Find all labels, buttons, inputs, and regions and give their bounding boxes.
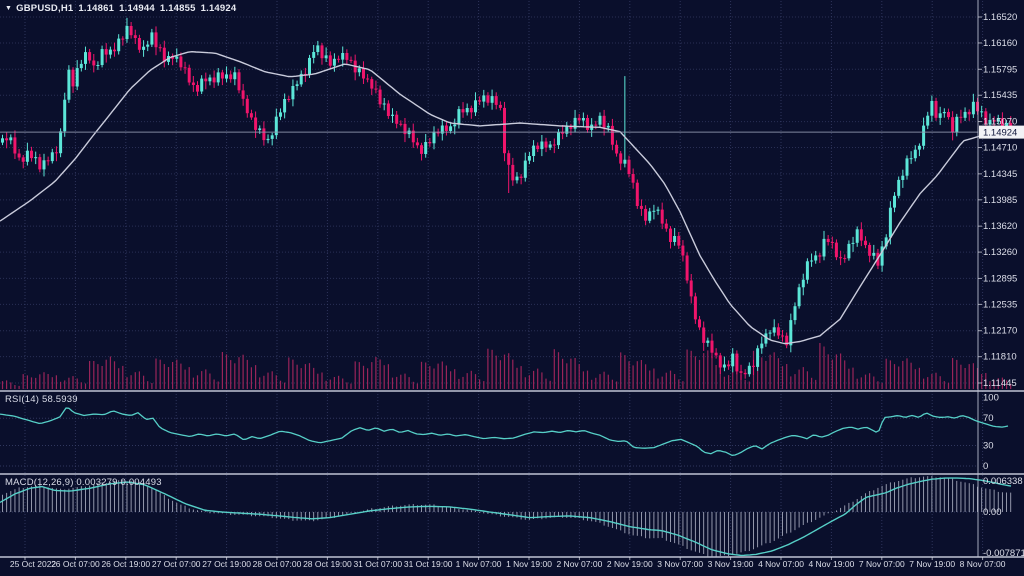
svg-text:4 Nov 07:00: 4 Nov 07:00 [758, 559, 804, 569]
current-price-label: 1.14924 [979, 125, 1024, 139]
symbol-timeframe: GBPUSD,H1 [16, 3, 74, 14]
svg-text:3 Nov 07:00: 3 Nov 07:00 [657, 559, 703, 569]
svg-text:28 Oct 19:00: 28 Oct 19:00 [303, 559, 352, 569]
volume-bars [1, 343, 1012, 390]
svg-text:7 Nov 19:00: 7 Nov 19:00 [909, 559, 955, 569]
svg-text:25 Oct 2022: 25 Oct 2022 [10, 559, 57, 569]
macd-signal-line [0, 477, 1012, 557]
svg-text:1.14924: 1.14924 [983, 128, 1017, 139]
svg-text:2 Nov 07:00: 2 Nov 07:00 [556, 559, 602, 569]
svg-text:1.13260: 1.13260 [983, 247, 1017, 258]
quote-open: 1.14861 [78, 3, 115, 14]
svg-text:8 Nov 07:00: 8 Nov 07:00 [960, 559, 1006, 569]
svg-text:0: 0 [983, 461, 988, 472]
svg-text:100: 100 [983, 393, 999, 404]
quote-close: 1.14924 [200, 3, 237, 14]
price-axis-labels: 1.16520 1.16160 1.15795 1.15435 1.15070 1.147… [978, 12, 1017, 389]
symbol-info: ▼ GBPUSD,H1 1.14861 1.14944 1.14855 1.14924 [5, 3, 241, 14]
svg-text:0.00: 0.00 [983, 507, 1002, 518]
svg-text:4 Nov 19:00: 4 Nov 19:00 [808, 559, 854, 569]
svg-text:27 Oct 07:00: 27 Oct 07:00 [152, 559, 201, 569]
quote-low: 1.14855 [159, 3, 196, 14]
svg-text:26 Oct 07:00: 26 Oct 07:00 [51, 559, 100, 569]
macd-indicator-label: MACD(12,26,9) 0.003279 0.004493 [5, 477, 162, 488]
svg-text:1.16160: 1.16160 [983, 38, 1017, 49]
svg-text:1.16520: 1.16520 [983, 12, 1017, 23]
svg-text:30: 30 [983, 441, 994, 452]
rsi-line [0, 407, 1009, 456]
svg-text:1.11810: 1.11810 [983, 352, 1017, 363]
symbol-dropdown-icon[interactable]: ▼ [5, 5, 13, 12]
svg-text:0.006338: 0.006338 [983, 476, 1023, 487]
svg-text:1.12895: 1.12895 [983, 273, 1017, 284]
svg-text:28 Oct 07:00: 28 Oct 07:00 [253, 559, 302, 569]
svg-text:1.13620: 1.13620 [983, 221, 1017, 232]
svg-text:31 Oct 19:00: 31 Oct 19:00 [404, 559, 453, 569]
moving-average-line [0, 51, 1013, 345]
svg-text:70: 70 [983, 413, 994, 424]
macd-histogram [2, 476, 1012, 557]
candles-layer [1, 17, 1013, 380]
svg-text:1.14710: 1.14710 [983, 143, 1017, 154]
svg-text:1.11445: 1.11445 [983, 378, 1017, 389]
svg-text:1 Nov 07:00: 1 Nov 07:00 [456, 559, 502, 569]
macd-axis-labels: 0.006338 0.00 -0.007871 [983, 476, 1024, 559]
quote-high: 1.14944 [119, 3, 155, 14]
svg-text:1.12170: 1.12170 [983, 326, 1017, 337]
svg-text:1.15070: 1.15070 [983, 117, 1017, 128]
svg-text:1 Nov 19:00: 1 Nov 19:00 [506, 559, 552, 569]
svg-text:26 Oct 19:00: 26 Oct 19:00 [101, 559, 150, 569]
rsi-indicator-label: RSI(14) 58.5939 [5, 394, 78, 405]
panel-separators [0, 0, 1024, 558]
rsi-axis-labels: 100 70 30 0 [983, 393, 999, 472]
grid-layer [0, 1, 984, 556]
svg-text:31 Oct 07:00: 31 Oct 07:00 [353, 559, 402, 569]
svg-text:2 Nov 19:00: 2 Nov 19:00 [607, 559, 653, 569]
svg-text:27 Oct 19:00: 27 Oct 19:00 [202, 559, 251, 569]
svg-text:1.13985: 1.13985 [983, 195, 1017, 206]
svg-text:1.15795: 1.15795 [983, 64, 1017, 75]
svg-text:1.12535: 1.12535 [983, 299, 1017, 310]
svg-text:-0.007871: -0.007871 [983, 548, 1024, 559]
svg-text:3 Nov 19:00: 3 Nov 19:00 [708, 559, 754, 569]
svg-text:1.15435: 1.15435 [983, 90, 1017, 101]
svg-text:7 Nov 07:00: 7 Nov 07:00 [859, 559, 905, 569]
svg-text:1.14345: 1.14345 [983, 169, 1017, 180]
